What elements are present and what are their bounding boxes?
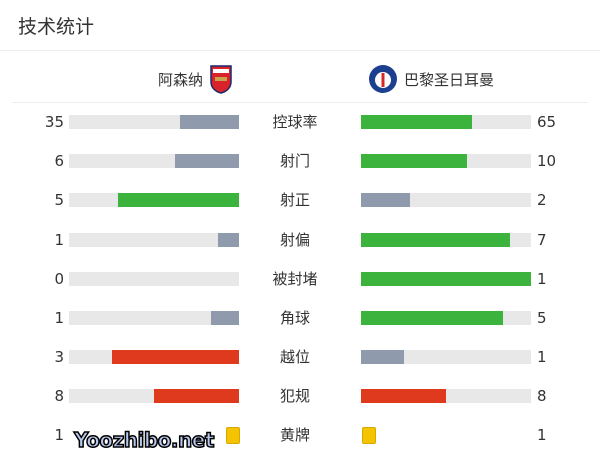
home-bar-track xyxy=(69,271,239,286)
home-value: 1 xyxy=(54,426,64,444)
away-bar-track xyxy=(361,154,531,169)
stat-row: 8 犯规 8 xyxy=(0,386,600,406)
arsenal-crest-icon xyxy=(210,65,232,94)
home-bar-fill xyxy=(111,350,239,365)
home-bar-fill xyxy=(175,154,239,169)
away-bar-track xyxy=(361,311,531,325)
home-value: 0 xyxy=(54,269,64,288)
home-bar-track xyxy=(69,193,239,208)
stat-row: 1 角球 5 xyxy=(0,308,600,328)
stat-row-yellow-cards: 1 黄牌 1 xyxy=(0,425,600,445)
away-value: 1 xyxy=(537,269,547,288)
home-value: 1 xyxy=(54,309,64,327)
home-team-name: 阿森纳 xyxy=(158,70,204,89)
watermark: Yoozhibo.net xyxy=(73,427,215,453)
home-value: 3 xyxy=(54,348,64,367)
away-value: 2 xyxy=(537,191,547,210)
page-title: 技术统计 xyxy=(18,16,95,38)
stat-label: 越位 xyxy=(279,348,310,367)
home-value: 1 xyxy=(54,230,64,249)
away-bar-track xyxy=(361,193,531,208)
away-bar-track xyxy=(361,389,531,404)
home-bar-fill xyxy=(154,389,239,404)
away-bar-track xyxy=(361,115,531,129)
away-bar-fill xyxy=(361,115,472,129)
divider xyxy=(12,102,588,103)
stat-label: 黄牌 xyxy=(279,426,310,444)
away-value: 1 xyxy=(537,348,547,367)
home-bar-track xyxy=(69,311,239,325)
home-value: 6 xyxy=(54,152,64,171)
away-bar-fill xyxy=(361,193,410,208)
away-value: 1 xyxy=(537,426,547,444)
home-bar-track xyxy=(69,350,239,365)
away-value: 10 xyxy=(537,152,557,171)
home-bar-fill xyxy=(117,193,239,208)
away-bar-fill xyxy=(361,154,468,169)
home-bar-fill xyxy=(179,115,239,129)
away-team-name: 巴黎圣日耳曼 xyxy=(404,70,495,89)
away-bar-fill xyxy=(361,232,510,247)
away-team[interactable]: 巴黎圣日耳曼 xyxy=(368,64,494,94)
stat-label: 射正 xyxy=(279,191,310,210)
home-value: 5 xyxy=(54,191,64,210)
stat-row: 5 射正 2 xyxy=(0,190,600,210)
away-bar-track xyxy=(361,271,531,286)
stat-row: 6 射门 10 xyxy=(0,151,600,171)
away-bar-fill xyxy=(361,350,404,365)
stat-label: 角球 xyxy=(279,309,310,327)
away-bar-track xyxy=(361,232,531,247)
away-bar-fill xyxy=(361,271,531,286)
stat-row: 1 射偏 7 xyxy=(0,230,600,250)
yellow-card-icon xyxy=(362,427,376,444)
stat-row: 3 越位 1 xyxy=(0,347,600,367)
away-value: 8 xyxy=(537,387,547,406)
stat-label: 射偏 xyxy=(279,230,310,249)
away-bar-track xyxy=(361,350,531,365)
home-bar-track xyxy=(69,389,239,404)
home-bar-track xyxy=(69,115,239,129)
home-bar-track xyxy=(69,154,239,169)
away-value: 7 xyxy=(537,230,547,249)
stat-row: 35 控球率 65 xyxy=(0,112,600,132)
away-value: 5 xyxy=(537,309,547,327)
stat-row: 0 被封堵 1 xyxy=(0,269,600,289)
home-value: 8 xyxy=(54,387,64,406)
home-value: 35 xyxy=(44,113,64,131)
home-bar-track xyxy=(69,232,239,247)
home-bar-fill xyxy=(210,311,239,325)
divider xyxy=(0,50,600,51)
stat-label: 犯规 xyxy=(279,387,310,406)
away-bar-fill xyxy=(361,311,503,325)
away-value: 65 xyxy=(537,113,557,131)
yellow-card-icon xyxy=(226,427,240,444)
psg-crest-icon xyxy=(369,65,397,93)
stat-label: 控球率 xyxy=(272,113,318,131)
stat-label: 射门 xyxy=(279,152,310,171)
home-bar-fill xyxy=(217,232,239,247)
home-team[interactable]: 阿森纳 xyxy=(158,64,233,94)
away-bar-fill xyxy=(361,389,446,404)
stat-label: 被封堵 xyxy=(272,269,318,288)
